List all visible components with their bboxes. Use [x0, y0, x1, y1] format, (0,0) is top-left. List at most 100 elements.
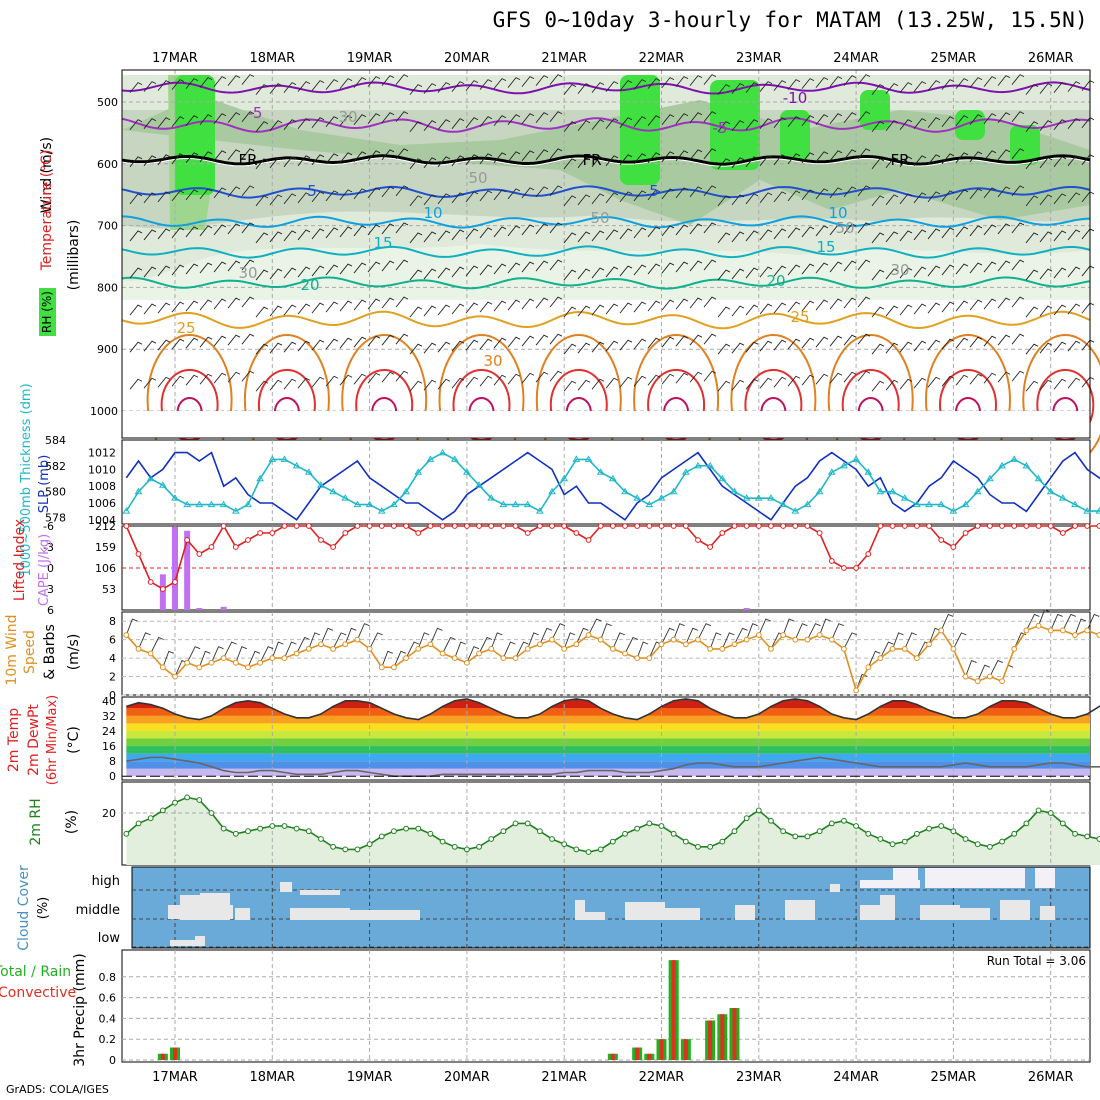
wind-barb [493, 226, 507, 238]
thickness-series-point [657, 494, 666, 501]
slp-ytick-left: 582 [45, 460, 66, 473]
wind10-series-point [1047, 627, 1054, 634]
wind-barb [731, 305, 745, 317]
wind10-barb [734, 627, 748, 645]
wind10-barb [308, 632, 320, 650]
wind-barb [479, 153, 493, 165]
cloud-block [960, 908, 990, 920]
wind10-barb [332, 632, 347, 650]
wind10-ylabel-b: Speed [22, 630, 38, 674]
lifted-series-point [634, 523, 641, 529]
wind-barb [857, 185, 871, 197]
wind-barb [479, 375, 493, 387]
wind-barb [955, 78, 969, 89]
wind-barb [955, 115, 969, 127]
upper-ytick-label: 900 [97, 343, 118, 356]
wind-barb [1011, 111, 1025, 123]
rh2m-series-point [318, 836, 324, 842]
rh2m-series-point [330, 843, 337, 850]
wind-barb [199, 262, 213, 274]
wind-barb [143, 340, 157, 352]
lifted-series-point [1047, 523, 1054, 529]
thickness-series-point [244, 500, 252, 508]
wind-barb [927, 228, 941, 240]
wind-barb [521, 261, 535, 273]
wind-barb [605, 118, 619, 130]
cloud-block [785, 900, 815, 920]
wind-barb [311, 302, 325, 314]
thickness-series-point [219, 500, 228, 508]
wind-barb [675, 150, 689, 162]
wind-barb [829, 261, 843, 273]
wind-barb [1025, 121, 1039, 133]
wind-barb [1025, 232, 1039, 244]
wind-barb [829, 113, 843, 125]
wind-barb [213, 187, 227, 199]
date-label-bottom: 19MAR [347, 1070, 393, 1085]
wind-barb [185, 226, 199, 238]
wind-barb [703, 148, 717, 160]
wind-barb [1053, 82, 1067, 93]
thickness-series-point [791, 507, 800, 514]
wind-barb [619, 376, 633, 388]
wind-barb [269, 305, 283, 317]
lifted-series-point [938, 537, 945, 543]
cloud-block [170, 940, 200, 946]
wind-barb [465, 265, 479, 277]
lifted-series-point [646, 523, 653, 529]
upper-ylabel-rh: RH (%) [40, 291, 54, 333]
rh2m-series-point [695, 843, 701, 850]
wind-barb [1067, 118, 1081, 130]
lifted-series-point [573, 530, 580, 536]
wind10-ytick: 6 [109, 634, 116, 647]
lifted-series-point [670, 523, 677, 529]
wind10-series-point [768, 645, 774, 652]
rh2m-series-point [962, 836, 969, 842]
wind-barb [605, 229, 619, 241]
wind-barb [465, 117, 479, 129]
wind10-series-point [318, 641, 324, 648]
rh2m-ylabel: 2m RH [28, 798, 44, 845]
wind-barb [367, 187, 381, 199]
thickness-series-point [706, 461, 715, 469]
wind-barb [1025, 84, 1039, 95]
wind10-series-point [220, 655, 227, 662]
wind10-barb [636, 641, 649, 659]
wind-barb [1011, 148, 1025, 160]
wind-barb [297, 118, 311, 130]
wind-barb [535, 223, 549, 235]
wind10-series-point [512, 655, 519, 662]
upper-ytick-label: 600 [97, 158, 118, 171]
wind-barb [381, 75, 395, 86]
wind10-series-point [123, 632, 130, 638]
wind-barb [941, 153, 955, 165]
wind-barb [857, 296, 871, 308]
thickness-series-point [1071, 500, 1079, 508]
lifted-series-point [682, 523, 689, 529]
wind-barb [563, 195, 577, 207]
wind-barb [213, 372, 227, 384]
wind10-ytick: 2 [109, 671, 116, 684]
thickness-series-point [171, 494, 179, 501]
chart-title: GFS 0~10day 3-hourly for MATAM (13.25W, … [492, 8, 1088, 32]
wind-barb [255, 380, 269, 392]
wind10-barb [563, 632, 576, 650]
wind-barb [969, 262, 983, 274]
wind-barb [983, 298, 997, 310]
wind-barb [885, 268, 899, 280]
wind-barb [227, 186, 241, 198]
lifted-series-point [1011, 523, 1018, 529]
wind-barb [689, 260, 703, 272]
wind10-series-point [585, 632, 592, 638]
wind-barb [535, 186, 549, 198]
wind-barb [1039, 305, 1053, 317]
wind-barb [619, 228, 633, 240]
wind10-barb [539, 627, 553, 645]
temp2m-ytick: 16 [102, 740, 116, 753]
rh2m-series-point [597, 846, 604, 853]
slp-series-line [125, 451, 1100, 521]
rh2m-series-point [135, 820, 142, 827]
wind-barb [927, 339, 941, 351]
slp-ytick-right: 1008 [88, 480, 116, 493]
cloud-block [1000, 900, 1030, 920]
